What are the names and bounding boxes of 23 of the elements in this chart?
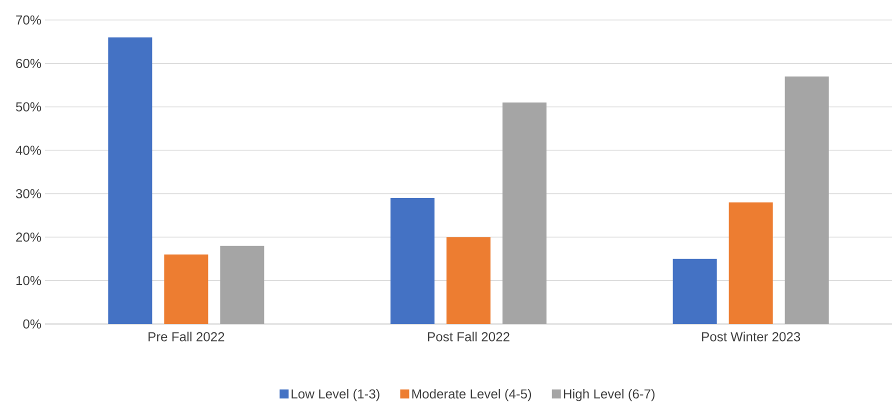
bar bbox=[220, 246, 264, 324]
bar bbox=[446, 237, 490, 324]
bar bbox=[672, 258, 717, 324]
x-tick-label: Post Fall 2022 bbox=[428, 332, 510, 342]
y-tick-label: 20% bbox=[16, 232, 42, 242]
legend-label: Moderate Level (4-5) bbox=[412, 388, 532, 402]
legend-label: High Level (6-7) bbox=[564, 388, 655, 402]
bar bbox=[164, 254, 208, 324]
y-tick-label: 30% bbox=[16, 189, 42, 198]
y-tick-label: 40% bbox=[16, 146, 42, 155]
bar bbox=[502, 102, 546, 324]
y-tick-label: 60% bbox=[16, 58, 42, 68]
bar bbox=[728, 202, 773, 324]
y-tick-label: 50% bbox=[16, 102, 42, 112]
y-tick-label: 10% bbox=[16, 276, 42, 286]
y-tick-label: 70% bbox=[16, 15, 42, 25]
x-tick-label: Post Winter 2023 bbox=[702, 332, 800, 342]
legend-label: Low Level (1-3) bbox=[292, 388, 380, 402]
bar bbox=[108, 37, 152, 324]
bar bbox=[390, 198, 434, 324]
bar bbox=[784, 76, 829, 324]
x-tick-label: Pre Fall 2022 bbox=[148, 332, 224, 342]
y-tick-label: 0% bbox=[23, 319, 42, 329]
